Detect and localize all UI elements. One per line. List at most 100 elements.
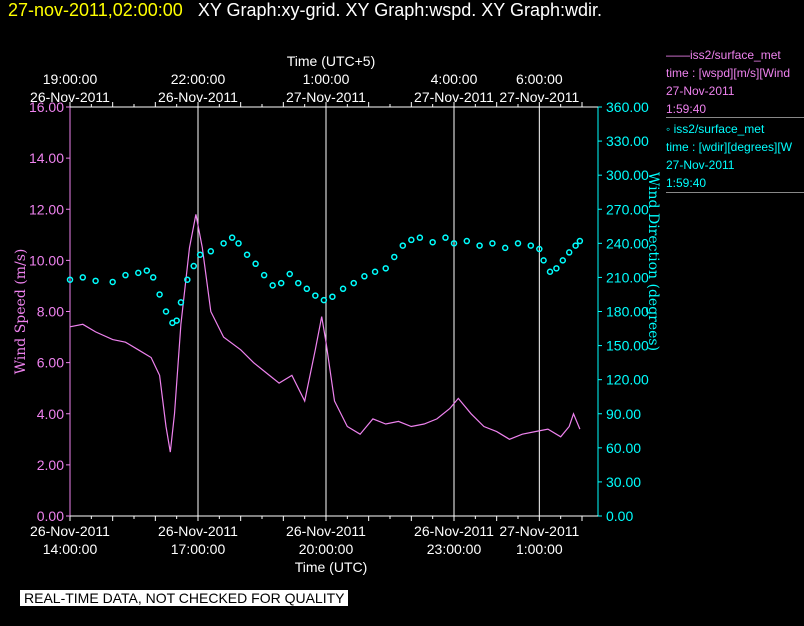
legend-divider (666, 117, 804, 118)
x-top-date-label: 26-Nov-2011 (158, 89, 238, 105)
series-wdir-point (173, 317, 180, 324)
title-date: 27-nov-2011,02:00:00 (8, 0, 183, 20)
x-top-date-label: 27-Nov-2011 (414, 89, 494, 105)
series-wdir-point (149, 274, 157, 281)
series-wdir-point (559, 257, 567, 264)
series-wdir-point (312, 292, 319, 299)
series-wdir-point (514, 240, 522, 247)
series-wdir-point (408, 236, 415, 244)
series-wdir-point (243, 251, 251, 258)
y-left-tick-label: 14.00 (29, 150, 64, 166)
y-right-tick-label: 240.00 (606, 235, 649, 251)
series-wdir-point (463, 237, 471, 245)
legend-wdir-time: 1:59:40 (666, 176, 707, 190)
x-bottom-date-label: 26-Nov-2011 (30, 523, 110, 539)
legend-wdir-title-row: ◦ iss2/surface_met (666, 120, 792, 138)
series-wdir-point (184, 276, 191, 283)
legend-wspd-title-row: ——iss2/surface_met (666, 48, 781, 62)
series-wdir-point (109, 278, 116, 286)
series-wdir-point (489, 240, 496, 247)
y-right-tick-label: 60.00 (606, 440, 641, 456)
x-top-axis-title: Time (UTC+5) (287, 53, 376, 69)
series-wdir-point (399, 242, 407, 249)
series-wdir-point (565, 249, 573, 256)
x-top-date-label: 26-Nov-2011 (30, 89, 110, 105)
y-left-tick-label: 2.00 (37, 457, 64, 473)
legend-wdir-variable: time : [wdir][degrees][W (666, 140, 793, 154)
series-wdir-point (329, 293, 336, 300)
legend-wspd-time: 1:59:40 (666, 102, 707, 116)
legend-wspd-title: iss2/surface_met (690, 48, 781, 62)
series-wdir-point (320, 296, 328, 304)
series-wdir-point (135, 269, 142, 277)
series-wdir-point (391, 253, 398, 261)
series-wdir-point (546, 268, 554, 275)
x-top-date-label: 27-Nov-2011 (499, 89, 579, 105)
series-wdir-point (143, 267, 151, 274)
series-wdir-point (303, 285, 311, 293)
series-wdir-point (361, 273, 368, 280)
series-wdir-point (442, 234, 449, 241)
series-wdir-point (269, 282, 276, 289)
y-right-tick-label: 360.00 (606, 99, 649, 115)
y-right-tick-label: 210.00 (606, 269, 649, 285)
legend-divider (666, 192, 804, 193)
graph-title-bar: 27-nov-2011,02:00:00 XY Graph:xy-grid. X… (8, 0, 602, 21)
series-wdir-point (220, 240, 227, 247)
x-top-date-label: 27-Nov-2011 (286, 89, 366, 105)
y-right-tick-label: 150.00 (606, 338, 649, 354)
x-top-time-label: 6:00:00 (516, 71, 563, 87)
legend-wspd-variable: time : [wspd][m/s][Wind (666, 66, 791, 80)
y-left-tick-label: 16.00 (29, 99, 64, 115)
y-left-axis-title: Wind Speed (m/s) (13, 249, 29, 375)
legend-wdir-title: iss2/surface_met (673, 122, 765, 136)
y-left-tick-label: 8.00 (37, 304, 64, 320)
legend-wind-direction: ◦ iss2/surface_met time : [wdir][degrees… (666, 120, 792, 192)
y-right-tick-label: 0.00 (606, 508, 633, 524)
legend-wind-speed: ——iss2/surface_met time : [wspd][m/s][Wi… (666, 46, 790, 118)
legend-wspd-date: 27-Nov-2011 (666, 84, 735, 98)
series-wdir-point (177, 299, 185, 306)
y-right-tick-label: 270.00 (606, 201, 649, 217)
series-wdir-point (416, 234, 424, 241)
y-right-tick-label: 330.00 (606, 133, 649, 149)
legend-wdir-date: 27-Nov-2011 (666, 158, 735, 172)
circle-marker-icon: ◦ (666, 122, 671, 136)
series-wdir-point (576, 237, 584, 245)
y-right-tick-label: 120.00 (606, 372, 649, 388)
series-wdir-point (260, 271, 268, 279)
x-bottom-time-label: 20:00:00 (299, 541, 354, 557)
x-bottom-time-label: 1:00:00 (516, 541, 563, 557)
series-wdir-point (228, 234, 236, 241)
series-wdir-point (540, 257, 547, 264)
y-right-axis-title: Wind Direction (degrees) (645, 172, 661, 351)
series-wdir-point (536, 245, 543, 253)
y-left-tick-label: 12.00 (29, 201, 64, 217)
y-left-tick-label: 0.00 (37, 508, 64, 524)
series-wdir-point (122, 271, 129, 279)
x-bottom-date-label: 26-Nov-2011 (414, 523, 494, 539)
x-bottom-date-label: 26-Nov-2011 (286, 523, 366, 539)
series-wspd-line (69, 214, 581, 453)
series-wdir-point (295, 279, 302, 287)
series-wdir-point (252, 260, 259, 268)
series-wdir-point (156, 291, 163, 298)
series-wdir-point (196, 251, 204, 258)
x-top-time-label: 22:00:00 (171, 71, 226, 87)
series-wdir-point (79, 274, 87, 281)
series-wdir-point (501, 244, 509, 252)
quality-disclaimer: REAL-TIME DATA, NOT CHECKED FOR QUALITY (20, 590, 349, 606)
series-wdir-point (476, 242, 483, 249)
series-wdir-point (371, 268, 379, 275)
series-wdir-point (350, 279, 357, 287)
y-right-tick-label: 300.00 (606, 167, 649, 183)
series-wdir-point (92, 277, 99, 285)
x-top-time-label: 19:00:00 (43, 71, 98, 87)
x-bottom-time-label: 14:00:00 (43, 541, 98, 557)
series-wdir-point (286, 270, 293, 278)
series-wdir-point (572, 242, 579, 249)
title-graph-list: XY Graph:xy-grid. XY Graph:wspd. XY Grap… (197, 0, 603, 20)
series-wdir-point (190, 262, 197, 270)
x-top-time-label: 4:00:00 (431, 71, 478, 87)
